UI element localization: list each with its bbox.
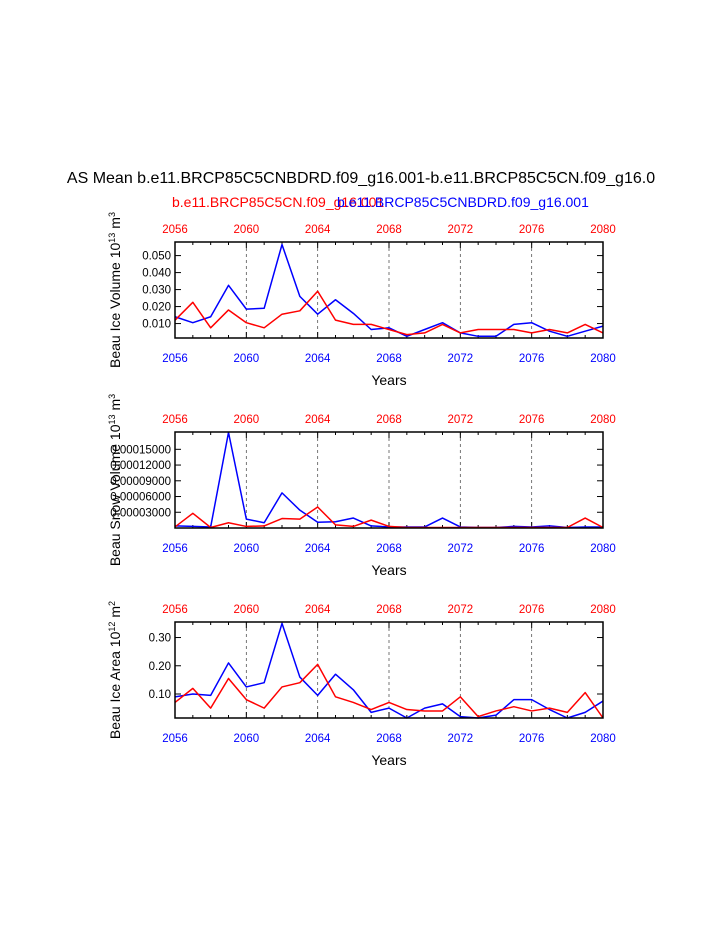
chart-panel-1: 0.010 0.020 0.030 0.040 0.050 2056 2056 2060 206… bbox=[107, 212, 616, 388]
x-tick-label-bottom: 2080 bbox=[590, 353, 616, 365]
x-tick-label-bottom: 2060 bbox=[234, 543, 260, 555]
page-title: AS Mean b.e11.BRCP85C5CNBDRD.f09_g16.001… bbox=[67, 170, 655, 187]
x-tick-label-top: 2076 bbox=[519, 224, 545, 236]
x-tick-label-bottom: 2064 bbox=[305, 733, 331, 745]
x-tick-label-top: 2060 bbox=[234, 414, 260, 426]
y-axis-label-unit-exponent: 2 bbox=[107, 601, 117, 606]
y-axis-label-unit: m bbox=[107, 399, 123, 411]
x-tick-label-top: 2076 bbox=[519, 604, 545, 616]
series-line-blue bbox=[174, 622, 604, 719]
x-tick-label-bottom: 2064 bbox=[305, 353, 331, 365]
x-tick-label-bottom: 2068 bbox=[376, 733, 402, 745]
y-axis-label: Beau Snow Volume 1013 m3 bbox=[107, 394, 123, 566]
x-tick-label-bottom: 2080 bbox=[590, 543, 616, 555]
y-axis-label-text: Beau Ice Volume 10 bbox=[107, 242, 123, 368]
x-tick-label-top: 2080 bbox=[590, 604, 616, 616]
y-axis-label-unit-exponent: 3 bbox=[107, 394, 117, 399]
y-tick-label: 0.10 bbox=[149, 689, 171, 701]
y-axis-label-exponent: 12 bbox=[107, 622, 117, 632]
series-line-red bbox=[174, 290, 604, 336]
y-axis-label-text: Beau Ice Area 10 bbox=[107, 631, 123, 739]
y-axis-label: Beau Ice Area 1012 m2 bbox=[107, 601, 123, 739]
x-axis-label: Years bbox=[371, 562, 406, 578]
y-tick-label: 0.00009000 bbox=[110, 476, 171, 488]
x-tick-label-top: 2060 bbox=[234, 224, 260, 236]
y-tick-label: 0.00012000 bbox=[110, 460, 171, 472]
x-tick-label-top: 2064 bbox=[305, 604, 331, 616]
x-tick-label-bottom: 2068 bbox=[376, 353, 402, 365]
y-axis-label-unit: m bbox=[107, 217, 123, 229]
x-tick-label-top: 2080 bbox=[590, 414, 616, 426]
y-axis-label: Beau Ice Volume 1013 m3 bbox=[107, 212, 123, 368]
x-tick-label-bottom: 2076 bbox=[519, 353, 545, 365]
x-tick-label-bottom: 2056 bbox=[162, 353, 188, 365]
y-tick-label: 0.050 bbox=[142, 251, 171, 263]
x-tick-label-top: 2056 bbox=[162, 604, 188, 616]
x-tick-label-top: 2072 bbox=[448, 224, 474, 236]
x-tick-label-bottom: 2076 bbox=[519, 733, 545, 745]
x-tick-label-top: 2068 bbox=[376, 224, 402, 236]
y-axis-label-unit: m bbox=[107, 606, 123, 618]
x-axis-label: Years bbox=[371, 752, 406, 768]
y-tick-label: 0.00006000 bbox=[110, 492, 171, 504]
y-tick-label: 0.00015000 bbox=[110, 444, 171, 456]
x-tick-label-top: 2080 bbox=[590, 224, 616, 236]
x-tick-label-top: 2056 bbox=[162, 224, 188, 236]
x-tick-label-top: 2060 bbox=[234, 604, 260, 616]
y-tick-label: 0.20 bbox=[149, 661, 171, 673]
y-axis-label-exponent: 13 bbox=[107, 233, 117, 243]
x-tick-label-top: 2072 bbox=[448, 414, 474, 426]
x-tick-label-bottom: 2060 bbox=[234, 733, 260, 745]
series-line-red bbox=[174, 663, 604, 719]
y-tick-label: 0.00003000 bbox=[110, 507, 171, 519]
x-axis-label: Years bbox=[371, 372, 406, 388]
x-tick-label-bottom: 2056 bbox=[162, 733, 188, 745]
x-tick-label-top: 2068 bbox=[376, 414, 402, 426]
panels: 0.010 0.020 0.030 0.040 0.050 2056 2056 2060 206… bbox=[107, 212, 616, 768]
y-tick-label: 0.020 bbox=[142, 302, 171, 314]
x-tick-label-bottom: 2080 bbox=[590, 733, 616, 745]
series-line-blue bbox=[174, 243, 604, 338]
x-tick-label-bottom: 2060 bbox=[234, 353, 260, 365]
chart-panel-3: 0.10 0.20 0.30 2056 2056 2060 2060 2064 2064 2068… bbox=[107, 601, 616, 768]
y-tick-label: 0.30 bbox=[149, 633, 171, 645]
plot-frame bbox=[174, 241, 604, 339]
x-tick-label-bottom: 2056 bbox=[162, 543, 188, 555]
y-axis-label-text: Beau Snow Volume 10 bbox=[107, 424, 123, 566]
plot-frame bbox=[174, 431, 604, 529]
x-tick-label-top: 2072 bbox=[448, 604, 474, 616]
x-tick-label-bottom: 2072 bbox=[448, 543, 474, 555]
y-tick-label: 0.010 bbox=[142, 319, 171, 331]
x-tick-label-top: 2064 bbox=[305, 414, 331, 426]
x-tick-label-top: 2056 bbox=[162, 414, 188, 426]
x-tick-label-bottom: 2072 bbox=[448, 733, 474, 745]
legend-label-blue: b.e11.BRCP85C5CNBDRD.f09_g16.001 bbox=[337, 194, 589, 210]
x-tick-label-top: 2076 bbox=[519, 414, 545, 426]
chart-panel-2: 0.00003000 0.00006000 0.00009000 0.00012000… bbox=[107, 394, 616, 578]
x-tick-label-top: 2064 bbox=[305, 224, 331, 236]
y-tick-label: 0.040 bbox=[142, 268, 171, 280]
x-tick-label-bottom: 2076 bbox=[519, 543, 545, 555]
y-axis-label-exponent: 13 bbox=[107, 415, 117, 425]
x-tick-label-bottom: 2068 bbox=[376, 543, 402, 555]
x-tick-label-bottom: 2072 bbox=[448, 353, 474, 365]
x-tick-label-top: 2068 bbox=[376, 604, 402, 616]
y-axis-label-unit-exponent: 3 bbox=[107, 212, 117, 217]
x-tick-label-bottom: 2064 bbox=[305, 543, 331, 555]
legend-label-red: b.e11.BRCP85C5CN.f09_g16.001 bbox=[172, 194, 384, 210]
plot-frame bbox=[174, 621, 604, 719]
y-tick-label: 0.030 bbox=[142, 285, 171, 297]
